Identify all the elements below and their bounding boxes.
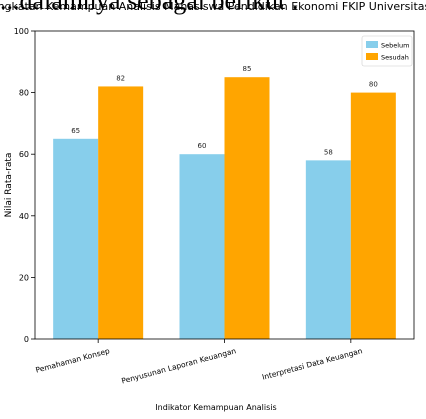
bar-sesudah-1 xyxy=(98,86,144,339)
legend-label-sebelum: Sebelum xyxy=(381,42,410,50)
legend: Sebelum Sesudah xyxy=(361,35,413,67)
bar-sebelum-1 xyxy=(53,138,99,339)
legend-label-sesudah: Sesudah xyxy=(381,54,409,62)
legend-swatch-sesudah xyxy=(366,53,378,60)
data-label-sesudah-2: 85 xyxy=(243,65,252,73)
plot-frame xyxy=(34,30,415,340)
y-axis-label: Nilai Rata-rata xyxy=(4,153,14,218)
x-tick-label-3: Interpretasi Data Keuangan xyxy=(261,346,364,382)
chart-title: Peningkatan Kemampuan Analisis Mahasiswa… xyxy=(0,0,426,13)
bar-sesudah-2 xyxy=(224,77,270,339)
x-tick-label-2: Penyusunan Laporan Keuangan xyxy=(120,346,237,385)
x-axis-label: Indikator Kemampuan Analisis xyxy=(155,403,276,412)
bar-sesudah-3 xyxy=(350,92,396,339)
plot-area: 65 82 Pemahaman Konsep 60 85 Penyusunan Lapor… xyxy=(14,27,415,386)
legend-box xyxy=(361,35,413,67)
y-tick-label-20: 20 xyxy=(19,273,29,282)
data-label-sesudah-3: 80 xyxy=(369,81,378,89)
x-tick-label-1: Pemahaman Konsep xyxy=(35,346,111,375)
data-label-sebelum-2: 60 xyxy=(198,142,207,150)
y-tick-label-60: 60 xyxy=(19,150,29,159)
bar-sebelum-3 xyxy=(305,160,351,339)
y-tick-label-100: 100 xyxy=(14,27,29,36)
y-tick-label-0: 0 xyxy=(24,335,29,344)
y-tick-label-80: 80 xyxy=(19,89,29,98)
data-label-sebelum-3: 58 xyxy=(324,148,333,156)
bar-sebelum-2 xyxy=(179,154,225,339)
legend-swatch-sebelum xyxy=(366,41,378,48)
document-text-fragment: ...dalamnya sebagai berikut : xyxy=(0,0,299,15)
data-label-sebelum-1: 65 xyxy=(71,127,80,135)
data-label-sesudah-1: 82 xyxy=(116,74,125,82)
y-tick-label-40: 40 xyxy=(19,212,29,221)
